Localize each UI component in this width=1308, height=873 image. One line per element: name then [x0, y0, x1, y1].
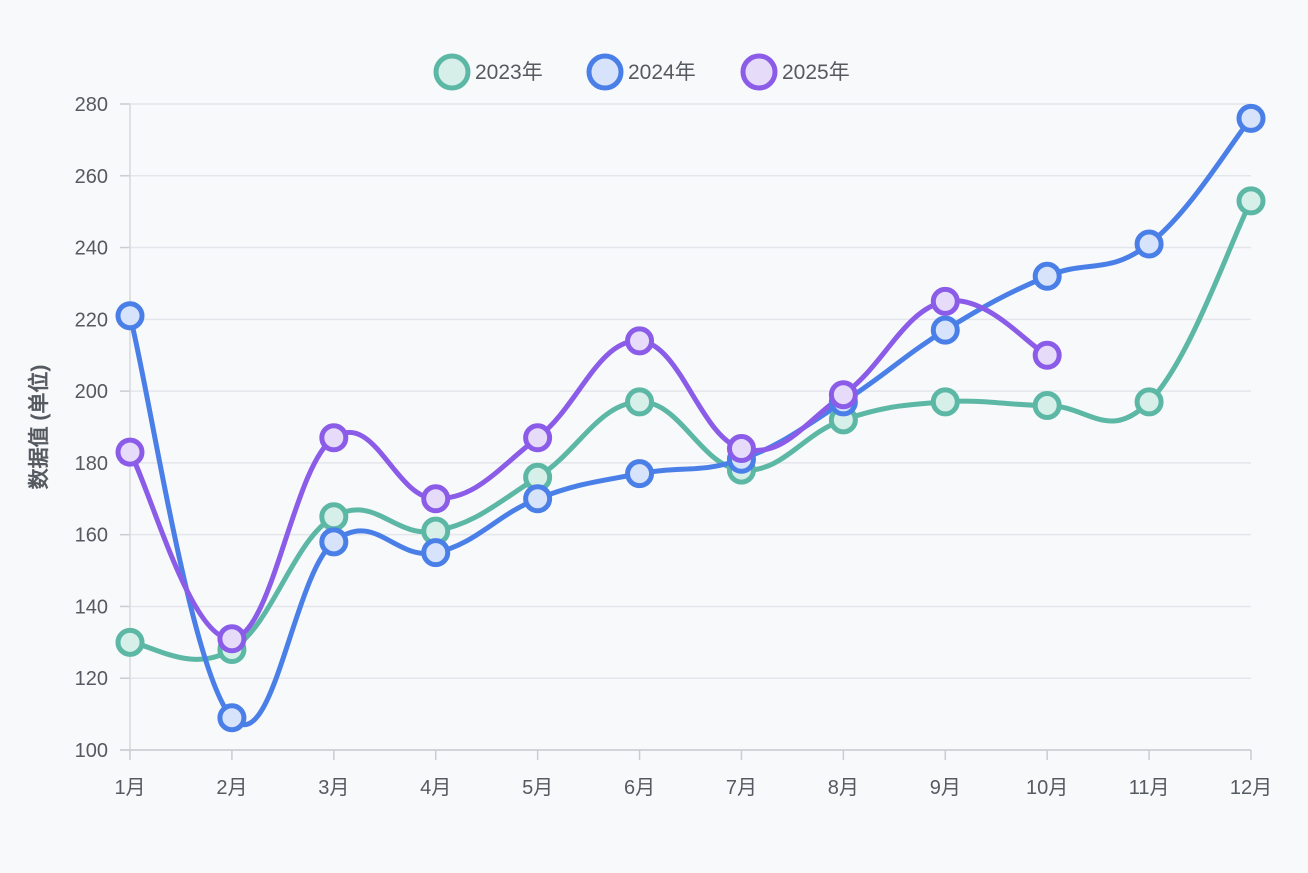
data-point[interactable] — [523, 423, 553, 453]
data-point[interactable] — [421, 538, 451, 568]
legend-marker — [433, 53, 471, 91]
legend-item-2024年[interactable]: 2024年 — [586, 53, 696, 91]
data-point[interactable] — [625, 326, 655, 356]
data-point[interactable] — [319, 527, 349, 557]
data-point[interactable] — [828, 380, 858, 410]
y-tick-label: 100 — [75, 740, 108, 762]
y-tick-label: 260 — [75, 166, 108, 188]
data-point[interactable] — [319, 423, 349, 453]
data-point[interactable] — [115, 627, 145, 657]
x-tick-label: 2月 — [216, 777, 247, 799]
x-tick-label: 6月 — [624, 777, 655, 799]
data-point[interactable] — [1032, 340, 1062, 370]
y-tick-label: 180 — [75, 453, 108, 475]
data-point[interactable] — [1032, 390, 1062, 420]
legend-item-2023年[interactable]: 2023年 — [433, 53, 543, 91]
y-axis-label: 数据值 (单位) — [27, 365, 51, 490]
legend-item-2025年[interactable]: 2025年 — [740, 53, 850, 91]
x-tick-label: 10月 — [1026, 777, 1068, 799]
x-tick-label: 4月 — [420, 777, 451, 799]
series-line-2023年 — [127, 198, 1254, 662]
data-point[interactable] — [726, 434, 756, 464]
series — [115, 103, 1266, 733]
x-tick-label: 5月 — [522, 777, 553, 799]
data-point[interactable] — [625, 387, 655, 417]
y-tick-label: 240 — [75, 238, 108, 260]
data-point[interactable] — [930, 315, 960, 345]
y-tick-label: 140 — [75, 596, 108, 618]
x-tick-label: 3月 — [318, 777, 349, 799]
data-point[interactable] — [217, 703, 247, 733]
x-tick-label: 9月 — [930, 777, 961, 799]
grid — [130, 103, 1251, 751]
data-point[interactable] — [523, 484, 553, 514]
legend-marker — [586, 53, 624, 91]
data-point[interactable] — [930, 286, 960, 316]
y-tick-label: 280 — [75, 94, 108, 116]
y-tick-label: 120 — [75, 668, 108, 690]
x-tick-label: 12月 — [1230, 777, 1272, 799]
x-tick-label: 7月 — [726, 777, 757, 799]
data-point[interactable] — [1134, 229, 1164, 259]
data-point[interactable] — [115, 301, 145, 331]
data-point[interactable] — [1236, 186, 1266, 216]
legend-label: 2025年 — [782, 61, 850, 84]
data-point[interactable] — [1236, 103, 1266, 133]
y-tick-label: 200 — [75, 381, 108, 403]
data-point[interactable] — [421, 484, 451, 514]
x-tick-label: 11月 — [1129, 777, 1170, 799]
data-point[interactable] — [1032, 261, 1062, 291]
data-point[interactable] — [1134, 387, 1164, 417]
axes: 100 120 140 160 180 200 220 240 260 280 1月 2月 3月 4月 5月… — [75, 94, 1273, 799]
legend-label: 2024年 — [628, 61, 696, 84]
legend-marker — [740, 53, 778, 91]
series-line-2025年 — [127, 298, 1050, 642]
data-point[interactable] — [319, 502, 349, 532]
data-point[interactable] — [217, 624, 247, 654]
legend-label: 2023年 — [475, 61, 543, 84]
y-tick-label: 160 — [75, 525, 108, 547]
x-tick-label: 1月 — [114, 777, 145, 799]
legend[interactable]: 2023年 2024年 2025年 — [433, 53, 850, 91]
x-tick-label: 8月 — [828, 777, 859, 799]
y-tick-label: 220 — [75, 309, 108, 331]
data-point[interactable] — [930, 387, 960, 417]
data-point[interactable] — [625, 459, 655, 489]
data-point[interactable] — [115, 437, 145, 467]
series-line-2024年 — [127, 115, 1254, 728]
